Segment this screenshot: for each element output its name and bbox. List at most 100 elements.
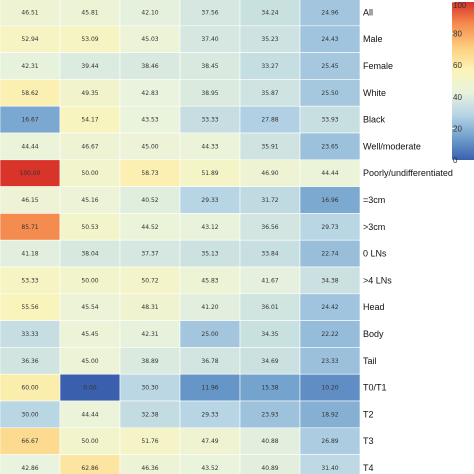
heatmap-cell (239, 266, 301, 295)
heatmap-cell (119, 427, 181, 455)
cell-value-label: 35.13 (201, 251, 218, 258)
cell-value-label: 23.93 (261, 411, 278, 418)
heatmap-cell (0, 266, 61, 295)
heatmap-cell (239, 159, 301, 187)
cell-value-label: 46.15 (21, 197, 38, 204)
cell-value-label: 26.89 (321, 438, 338, 445)
cell-value-label: 40.52 (141, 197, 158, 204)
heatmap-cell (179, 266, 241, 295)
cell-value-label: 36.78 (201, 358, 218, 365)
cell-value-label: 25.45 (321, 63, 338, 70)
heatmap-cell (299, 454, 361, 474)
row-label: Head (363, 302, 385, 312)
cell-value-label: 44.33 (201, 143, 218, 150)
cell-value-label: 45.03 (141, 36, 158, 43)
heatmap-cell (239, 0, 301, 27)
colorbar-tick-label: 100 (453, 1, 467, 10)
cell-value-label: 54.17 (81, 117, 98, 124)
cell-value-label: 46.51 (21, 9, 38, 16)
heatmap-cell (179, 105, 241, 134)
heatmap-cell (119, 213, 181, 241)
cell-value-label: 38.45 (201, 63, 218, 70)
heatmap-cell (59, 159, 121, 187)
heatmap-cell (119, 25, 181, 53)
row-label: T4 (363, 463, 374, 473)
cell-value-label: 100.00 (20, 170, 41, 177)
heatmap-cell (59, 105, 121, 134)
cell-value-label: 33.84 (261, 251, 278, 258)
row-label: Female (363, 61, 393, 71)
cell-value-label: 43.12 (201, 224, 218, 231)
heatmap-cell (299, 293, 361, 321)
heatmap-cell (0, 213, 61, 241)
heatmap-cell (239, 239, 301, 268)
cell-value-label: 27.88 (261, 117, 278, 124)
colorbar-tick-label: 80 (453, 30, 462, 39)
row-label: Black (363, 115, 386, 125)
heatmap-cell (179, 159, 241, 187)
cell-value-label: 51.89 (201, 170, 218, 177)
cell-value-label: 24.42 (321, 304, 338, 311)
cell-value-label: 31.40 (321, 465, 338, 472)
cell-value-label: 58.73 (141, 170, 158, 177)
heatmap-cell (179, 427, 241, 455)
heatmap-cell (179, 186, 241, 214)
cell-value-label: 37.37 (141, 251, 158, 258)
heatmap-cell (179, 293, 241, 321)
cell-value-label: 42.10 (141, 9, 158, 16)
heatmap-cell (179, 25, 241, 53)
heatmap-cell (59, 213, 121, 241)
heatmap-cell (299, 320, 361, 348)
heatmap-cell (0, 427, 61, 455)
cell-value-label: 44.44 (321, 170, 338, 177)
heatmap-cell (179, 52, 241, 80)
heatmap-cell (119, 347, 181, 375)
cell-value-label: 29.73 (321, 224, 338, 231)
cell-value-label: 38.89 (141, 358, 158, 365)
heatmap-cell (299, 239, 361, 268)
cell-value-label: 52.94 (21, 36, 38, 43)
cell-value-label: 41.20 (201, 304, 218, 311)
heatmap-cell (0, 239, 61, 268)
cell-value-label: 24.43 (321, 36, 338, 43)
cell-value-label: 53.09 (81, 36, 98, 43)
heatmap-cell (179, 132, 241, 161)
heatmap-cell (0, 25, 61, 53)
colorbar-gradient (452, 2, 474, 160)
cell-value-label: 45.83 (201, 277, 218, 284)
colorbar-tick-label: 60 (453, 61, 462, 70)
cell-value-label: 32.38 (141, 411, 158, 418)
cell-value-label: 50.72 (141, 277, 158, 284)
cell-value-label: 51.76 (141, 438, 158, 445)
heatmap-cell (299, 347, 361, 375)
cell-value-label: 11.96 (201, 385, 218, 392)
row-label: 0 LNs (363, 249, 387, 259)
heatmap-cell (59, 320, 121, 348)
heatmap-cell (299, 266, 361, 295)
row-label: Poorly/undifferentiated (363, 168, 453, 178)
colorbar: 100 80 60 40 20 0 (452, 1, 474, 165)
heatmap-cell (119, 373, 181, 402)
heatmap-cells: 46.51 45.81 42.10 37.56 34.24 24.96 52.94 53.09… (0, 0, 361, 474)
heatmap-cell (179, 347, 241, 375)
cell-value-label: 43.53 (141, 117, 158, 124)
row-label: T2 (363, 409, 374, 419)
cell-value-label: 60.00 (21, 385, 38, 392)
cell-value-label: 30.30 (141, 385, 158, 392)
heatmap-cell (0, 320, 61, 348)
row-labels: All Male Female White Black Well/moderate Poor… (363, 7, 453, 473)
heatmap-cell (239, 293, 301, 321)
row-label: T3 (363, 436, 374, 446)
heatmap-cell (299, 52, 361, 80)
cell-value-label: 34.69 (261, 358, 278, 365)
row-label: Well/moderate (363, 141, 421, 151)
row-label: =3cm (363, 195, 385, 205)
cell-value-label: 42.83 (141, 90, 158, 97)
cell-value-label: 42.31 (21, 63, 38, 70)
cell-value-label: 46.36 (141, 465, 158, 472)
heatmap-cell (299, 213, 361, 241)
cell-value-label: 45.45 (81, 331, 98, 338)
heatmap-cell (179, 213, 241, 241)
heatmap-cell (299, 0, 361, 27)
cell-value-label: 18.92 (321, 411, 338, 418)
